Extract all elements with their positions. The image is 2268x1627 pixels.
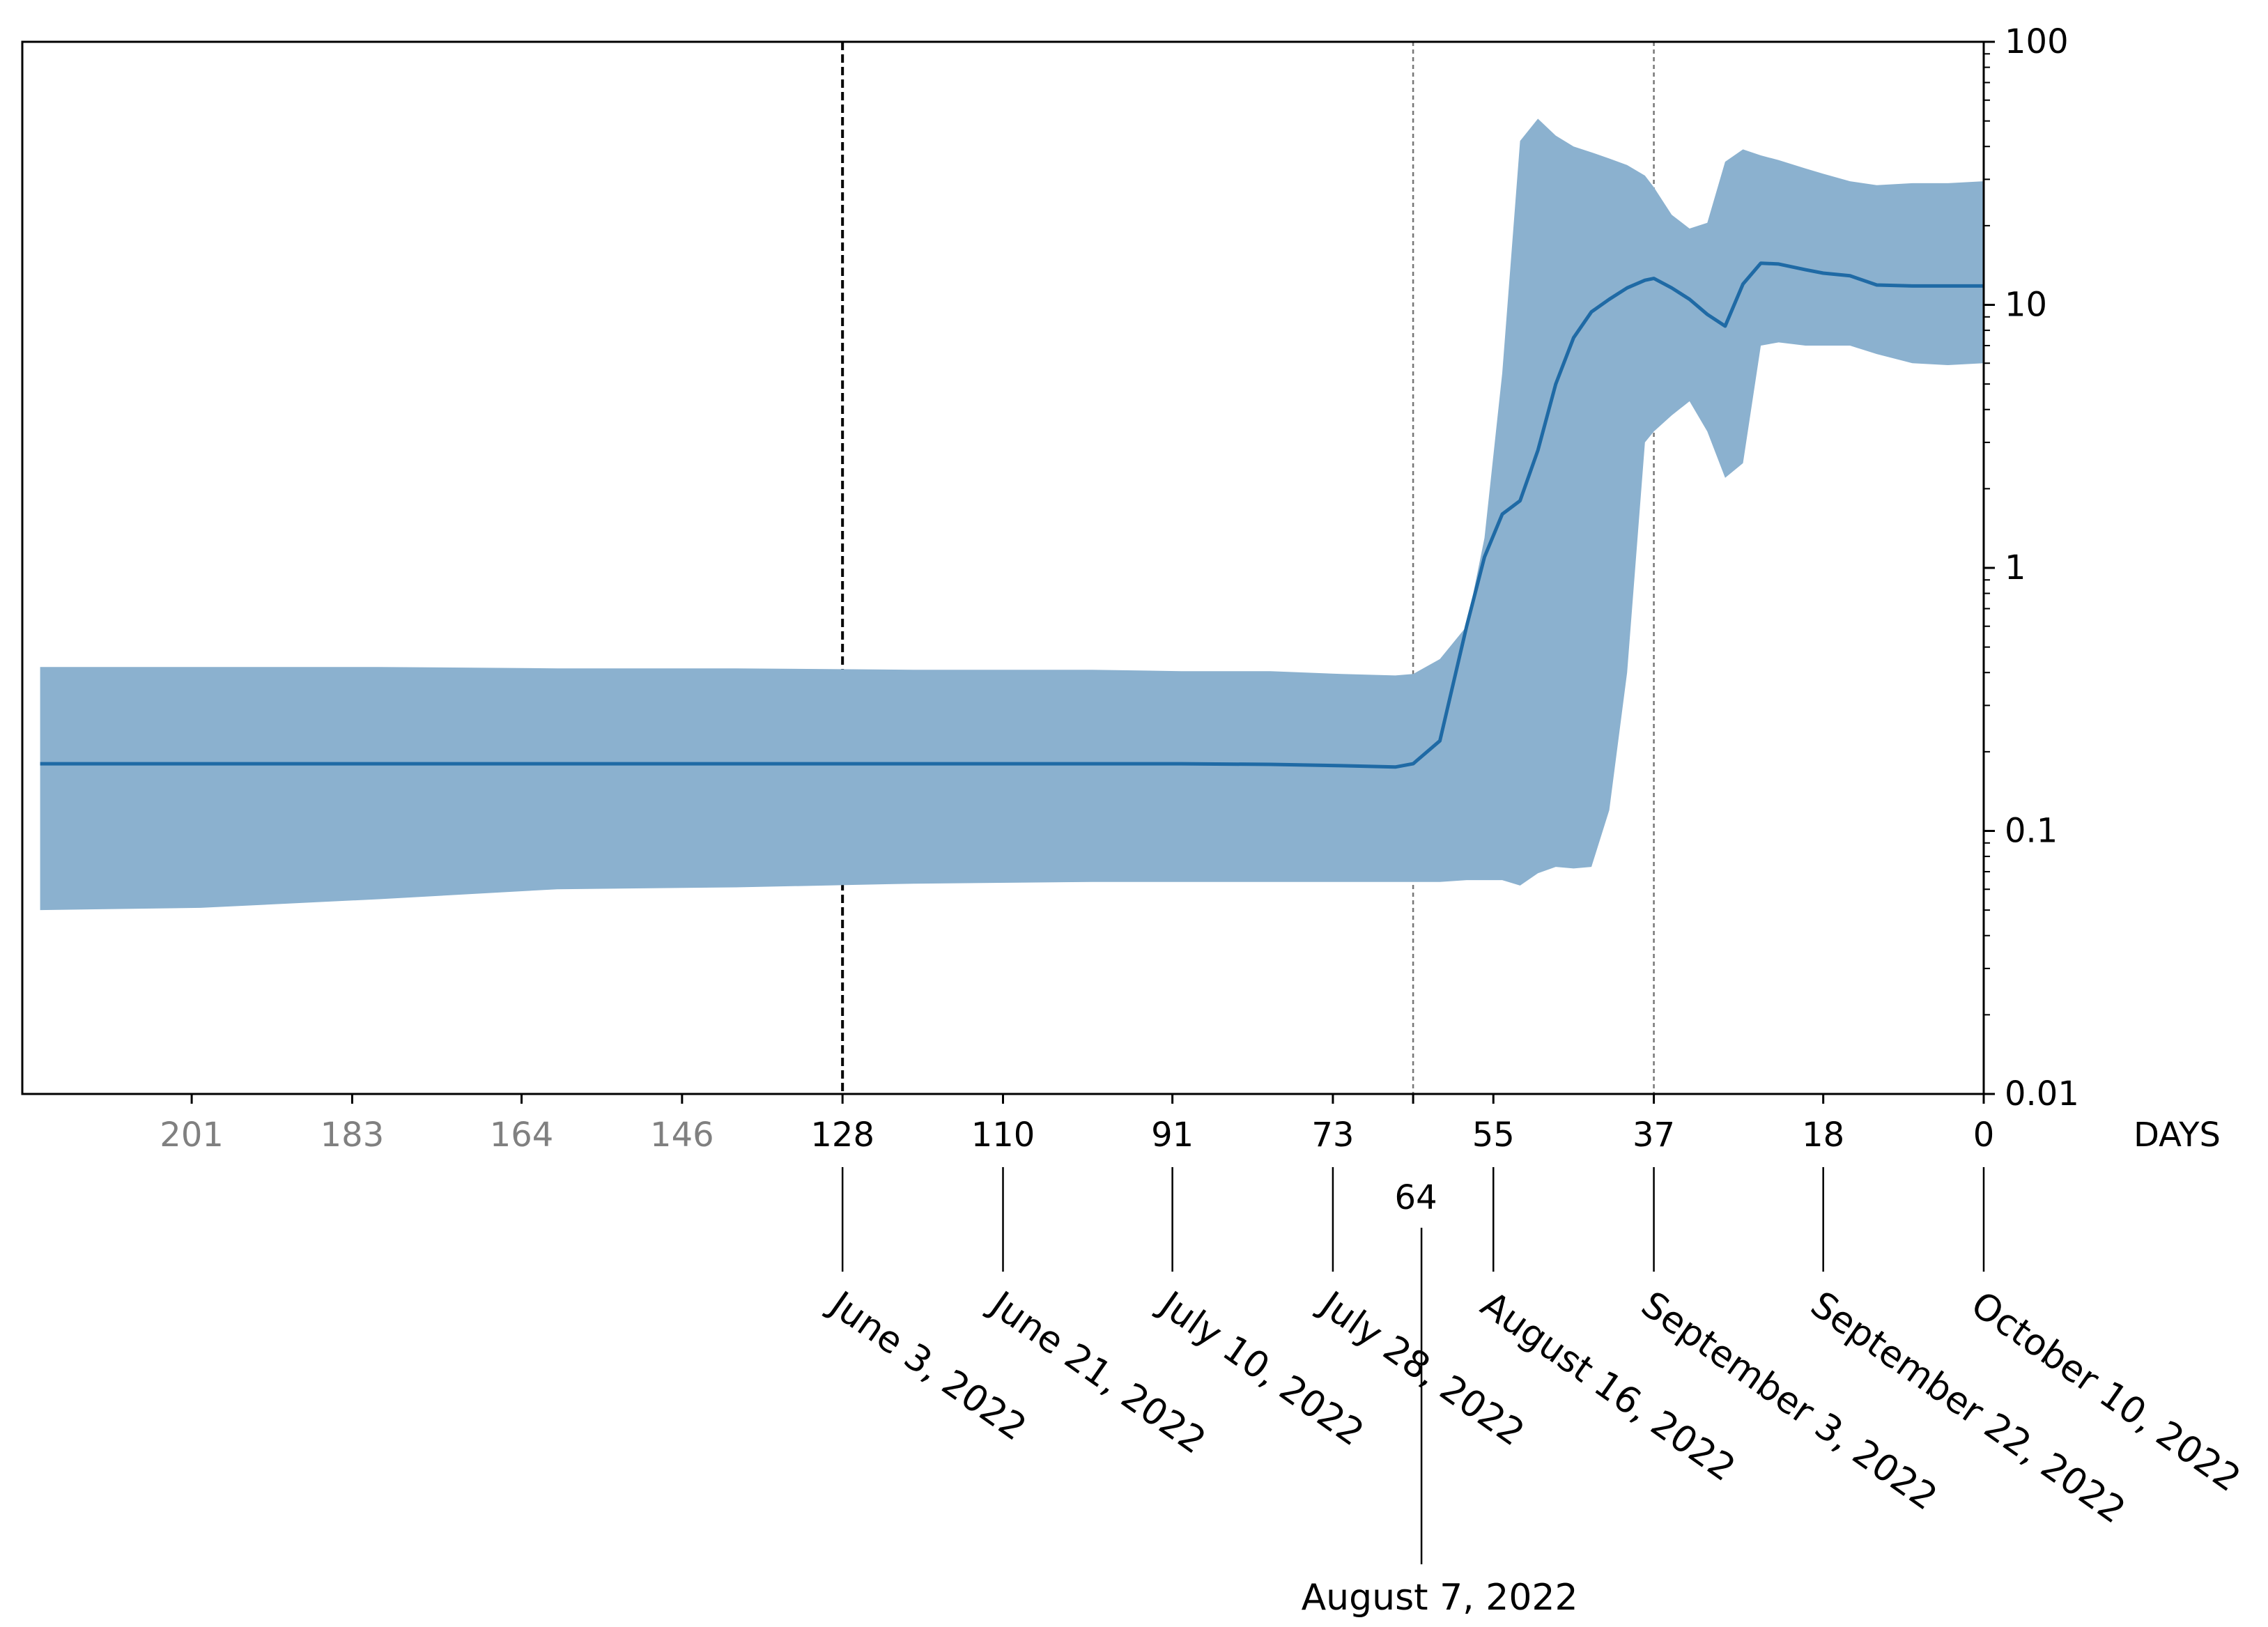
- x-tick-label: 18: [1802, 1116, 1844, 1155]
- x-tick-label: 0: [1973, 1116, 1995, 1155]
- y-axis: 100 10 1 0.1 0.01: [1982, 22, 2079, 1113]
- x-axis: 201 183 164 146 128 110 91 73 55 37 18 0 64: [160, 1094, 1994, 1217]
- confidence-bands: [40, 118, 1984, 911]
- x-tick-label: 146: [650, 1116, 714, 1155]
- x-tick-label: 183: [321, 1116, 385, 1155]
- x-tick-label: 128: [810, 1116, 874, 1155]
- x-tick-label: 37: [1633, 1116, 1675, 1155]
- x-tick-label: 91: [1151, 1116, 1194, 1155]
- y-tick-label: 0.1: [2005, 812, 2058, 851]
- x-tick-label: 110: [971, 1116, 1035, 1155]
- series-lines: [40, 261, 1984, 769]
- x-tick-label: 73: [1311, 1116, 1354, 1155]
- confidence-band-0: [40, 118, 1984, 911]
- y-tick-label: 100: [2005, 22, 2069, 61]
- x-axis-label: DAYS: [2134, 1116, 2221, 1155]
- y-tick-label: 0.01: [2005, 1074, 2079, 1113]
- y-tick-label: 10: [2005, 286, 2047, 325]
- series-line-0: [40, 261, 1984, 769]
- highlight-tick-label: 64: [1395, 1178, 1437, 1217]
- x-tick-label: 164: [490, 1116, 554, 1155]
- reference-lines: [841, 42, 1655, 1094]
- highlight-date-label: August 7, 2022: [1302, 1577, 1578, 1619]
- x-tick-label: 201: [160, 1116, 224, 1155]
- y-tick-label: 1: [2005, 548, 2026, 587]
- x-tick-label: 55: [1472, 1116, 1515, 1155]
